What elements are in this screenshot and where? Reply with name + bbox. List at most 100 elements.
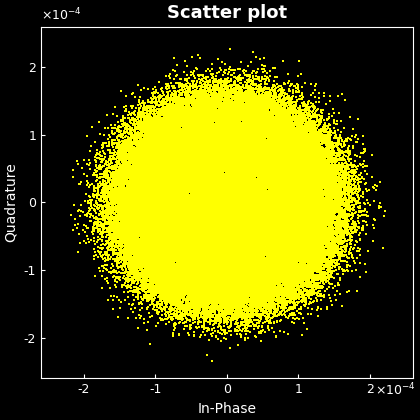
Point	[158, 204, 165, 211]
Point	[264, 197, 271, 204]
Point	[221, 230, 228, 236]
Point	[207, 212, 214, 219]
Point	[169, 145, 176, 152]
Point	[326, 273, 333, 280]
Point	[123, 235, 130, 242]
Point	[293, 144, 299, 151]
Point	[162, 162, 168, 169]
Point	[130, 148, 137, 155]
Point	[273, 234, 280, 240]
Point	[257, 268, 264, 274]
Point	[169, 105, 176, 112]
Point	[178, 153, 185, 160]
Point	[280, 260, 286, 266]
Point	[195, 224, 202, 231]
Point	[252, 236, 258, 243]
Point	[257, 213, 264, 220]
Point	[219, 216, 226, 223]
Point	[285, 145, 292, 152]
Point	[204, 268, 210, 274]
Point	[326, 212, 332, 218]
Point	[139, 186, 146, 192]
Point	[133, 249, 139, 256]
Point	[135, 205, 142, 211]
Point	[144, 183, 150, 189]
Point	[253, 246, 260, 252]
Point	[182, 113, 189, 120]
Point	[161, 194, 168, 200]
Point	[160, 276, 166, 282]
Point	[154, 196, 160, 203]
Point	[221, 198, 228, 205]
Point	[281, 233, 287, 239]
Point	[126, 273, 133, 279]
Point	[224, 212, 231, 219]
Point	[223, 276, 229, 283]
Point	[193, 260, 199, 266]
Point	[286, 132, 293, 139]
Point	[260, 164, 267, 171]
Point	[136, 184, 142, 190]
Point	[176, 234, 182, 241]
Point	[277, 202, 284, 209]
Point	[291, 172, 298, 179]
Point	[314, 163, 320, 170]
Point	[308, 233, 315, 240]
Point	[191, 244, 198, 251]
Point	[142, 192, 148, 199]
Point	[223, 230, 230, 236]
Point	[273, 272, 279, 279]
Point	[220, 277, 227, 284]
Point	[272, 235, 279, 242]
Point	[190, 234, 197, 241]
Point	[140, 190, 147, 197]
Point	[201, 247, 207, 254]
Point	[222, 110, 228, 116]
Point	[242, 211, 249, 218]
Point	[162, 150, 169, 156]
Point	[220, 155, 226, 161]
Point	[265, 167, 272, 174]
Point	[256, 141, 262, 147]
Point	[310, 179, 316, 186]
Point	[186, 299, 193, 306]
Point	[210, 111, 217, 118]
Point	[273, 278, 279, 285]
Point	[229, 286, 236, 292]
Point	[158, 147, 164, 154]
Point	[262, 164, 269, 171]
Point	[311, 198, 318, 205]
Point	[265, 224, 272, 231]
Point	[202, 172, 209, 178]
Point	[203, 265, 210, 272]
Point	[320, 238, 327, 245]
Point	[181, 254, 187, 260]
Point	[176, 177, 182, 184]
Point	[146, 218, 152, 224]
Point	[214, 127, 220, 134]
Point	[141, 253, 147, 260]
Point	[304, 131, 311, 138]
Point	[174, 190, 181, 197]
Point	[240, 74, 247, 81]
Point	[284, 254, 290, 260]
Point	[278, 154, 285, 161]
Point	[236, 237, 243, 244]
Point	[160, 199, 166, 205]
Point	[277, 265, 284, 272]
Point	[271, 108, 278, 114]
Point	[138, 167, 144, 174]
Point	[126, 247, 133, 254]
Point	[289, 213, 295, 220]
Point	[194, 145, 201, 152]
Point	[197, 125, 203, 131]
Point	[281, 204, 288, 210]
Point	[190, 161, 197, 168]
Point	[240, 241, 247, 247]
Point	[168, 142, 175, 148]
Point	[197, 246, 203, 253]
Point	[222, 118, 229, 125]
Point	[233, 111, 240, 118]
Point	[152, 292, 159, 299]
Point	[232, 295, 239, 302]
